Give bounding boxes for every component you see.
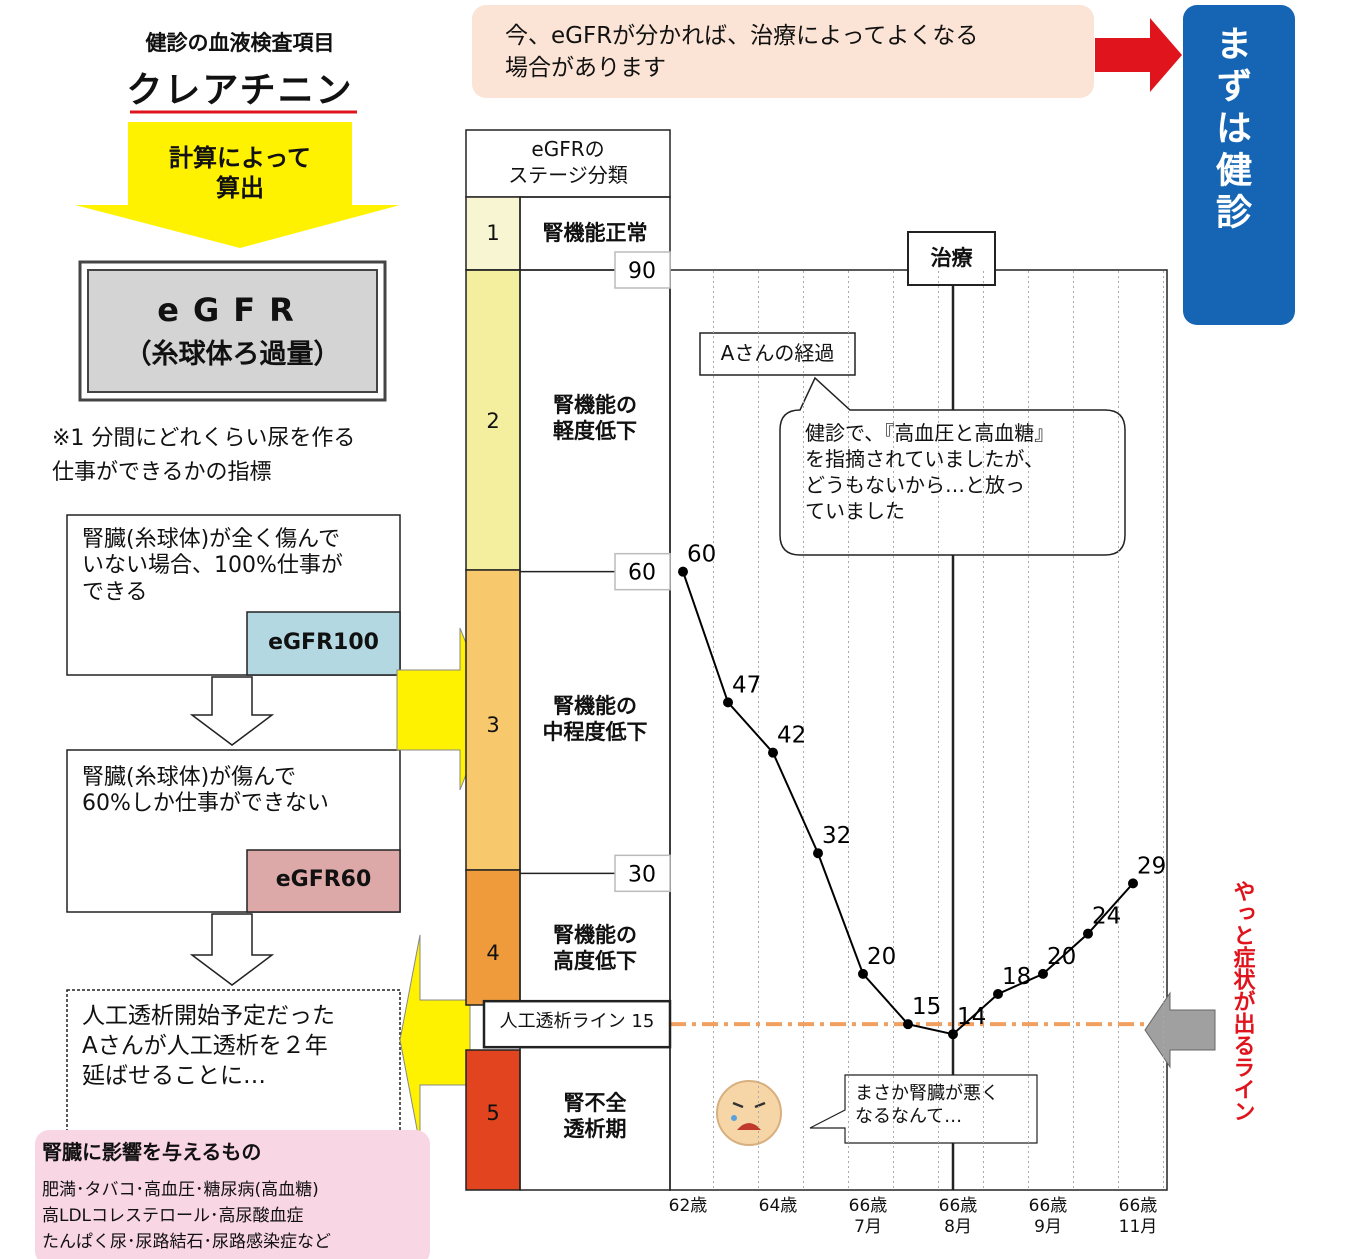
subtitle: 健診の血液検査項目 bbox=[60, 30, 420, 56]
data-point bbox=[903, 1019, 913, 1029]
data-point bbox=[858, 969, 868, 979]
symptom-line-text: やっと症状が出るライン bbox=[1228, 880, 1256, 1200]
factors-title: 腎臓に影響を与えるもの bbox=[42, 1140, 422, 1165]
worried-face bbox=[717, 1081, 781, 1145]
stage-number: 5 bbox=[466, 1100, 520, 1126]
data-label: 14 bbox=[957, 1004, 986, 1030]
data-point bbox=[768, 748, 778, 758]
data-point bbox=[1083, 929, 1093, 939]
data-point bbox=[723, 697, 733, 707]
stage-number: 1 bbox=[466, 220, 520, 246]
stage-label: 腎不全 透析期 bbox=[520, 1090, 670, 1143]
data-label: 32 bbox=[822, 823, 851, 849]
flow-text: 人工透析開始予定だった Aさんが人工透析を２年 延ばせることに… bbox=[82, 1002, 397, 1092]
flow-text: 腎臓(糸球体)が全く傷んで いない場合、100%仕事が できる bbox=[82, 527, 397, 606]
red-arrow bbox=[1095, 18, 1182, 92]
data-point bbox=[948, 1029, 958, 1039]
stage-label: 腎機能の 中程度低下 bbox=[520, 693, 670, 746]
x-tick-label: 62歳 bbox=[653, 1196, 723, 1217]
x-tick-label: 66歳 7月 bbox=[833, 1196, 903, 1239]
data-label: 47 bbox=[732, 672, 761, 698]
down-arrow bbox=[192, 914, 272, 985]
data-label: 20 bbox=[1047, 944, 1076, 970]
stage-label: 腎機能正常 bbox=[520, 220, 670, 246]
badge: eGFR60 bbox=[247, 866, 400, 894]
flow-text: 腎臓(糸球体)が傷んで 60%しか仕事ができない bbox=[82, 765, 397, 818]
data-label: 29 bbox=[1137, 853, 1166, 879]
face-tear bbox=[731, 1115, 737, 1121]
stage-number: 4 bbox=[466, 940, 520, 966]
factors-line: 高LDLコレステロール･高尿酸血症 bbox=[42, 1206, 432, 1227]
plot-frame bbox=[670, 270, 1167, 1190]
quote-text: まさか腎臓が悪く なるなんて… bbox=[855, 1083, 1040, 1128]
treatment-label: 治療 bbox=[908, 245, 995, 271]
data-label: 42 bbox=[777, 723, 806, 749]
x-tick-label: 66歳 8月 bbox=[923, 1196, 993, 1239]
y-tick-label: 90 bbox=[628, 259, 656, 284]
page: eGFR {"header": {"subtitle": "健診の血液検査項目"… bbox=[0, 0, 1345, 1259]
data-point bbox=[993, 989, 1003, 999]
factors-line: 肥満･タバコ･高血圧･糖尿病(高血糖) bbox=[42, 1180, 432, 1201]
title: クレアチニン bbox=[60, 68, 420, 113]
data-point bbox=[678, 567, 688, 577]
data-label: 24 bbox=[1092, 904, 1121, 930]
table-header: eGFRの ステージ分類 bbox=[466, 136, 670, 188]
note: ※1 分間にどれくらい尿を作る 仕事ができるかの指標 bbox=[52, 422, 432, 490]
y-tick-label: 60 bbox=[628, 561, 656, 586]
face bbox=[717, 1081, 781, 1145]
stage-number: 2 bbox=[466, 408, 520, 434]
data-label: 18 bbox=[1002, 964, 1031, 990]
banner-text: 今、eGFRが分かれば、治療によってよくなる 場合があります bbox=[505, 20, 1085, 84]
stage-cell bbox=[466, 870, 520, 1005]
yellow-arrow-left bbox=[400, 935, 470, 1145]
egfr-subtitle: （糸球体ろ過量） bbox=[88, 338, 377, 372]
calc-arrow-label: 計算によって 算出 bbox=[128, 143, 352, 203]
data-point bbox=[1038, 969, 1048, 979]
reference-label: 人工透析ライン 15 bbox=[484, 1011, 670, 1034]
badge: eGFR100 bbox=[247, 629, 400, 657]
series-label: Aさんの経過 bbox=[700, 341, 855, 366]
page-body: 3060906047423220151418202429 健診の血液検査項目 ク… bbox=[0, 0, 1345, 1259]
stage-label: 腎機能の 高度低下 bbox=[520, 922, 670, 975]
data-label: 60 bbox=[687, 542, 716, 568]
callout-text: 健診で、『高血圧と高血糖』 を指摘されていましたが、 どうもないから…と放っ て… bbox=[805, 420, 1125, 524]
cta-text: まずは健診 bbox=[1208, 25, 1253, 315]
x-tick-label: 64歳 bbox=[743, 1196, 813, 1217]
y-tick-label: 30 bbox=[628, 862, 656, 887]
egfr-title: eGFR bbox=[88, 290, 377, 330]
gray-arrow bbox=[1145, 993, 1215, 1067]
down-arrow bbox=[192, 677, 272, 745]
data-label: 20 bbox=[867, 944, 896, 970]
data-label: 15 bbox=[912, 994, 941, 1020]
stage-label: 腎機能の 軽度低下 bbox=[520, 392, 670, 445]
factors-line: たんぱく尿･尿路結石･尿路感染症など bbox=[42, 1232, 432, 1253]
data-point bbox=[813, 848, 823, 858]
x-tick-label: 66歳 11月 bbox=[1103, 1196, 1173, 1239]
stage-number: 3 bbox=[466, 712, 520, 738]
data-point bbox=[1128, 878, 1138, 888]
x-tick-label: 66歳 9月 bbox=[1013, 1196, 1083, 1239]
egfr-box-inner bbox=[88, 270, 377, 392]
